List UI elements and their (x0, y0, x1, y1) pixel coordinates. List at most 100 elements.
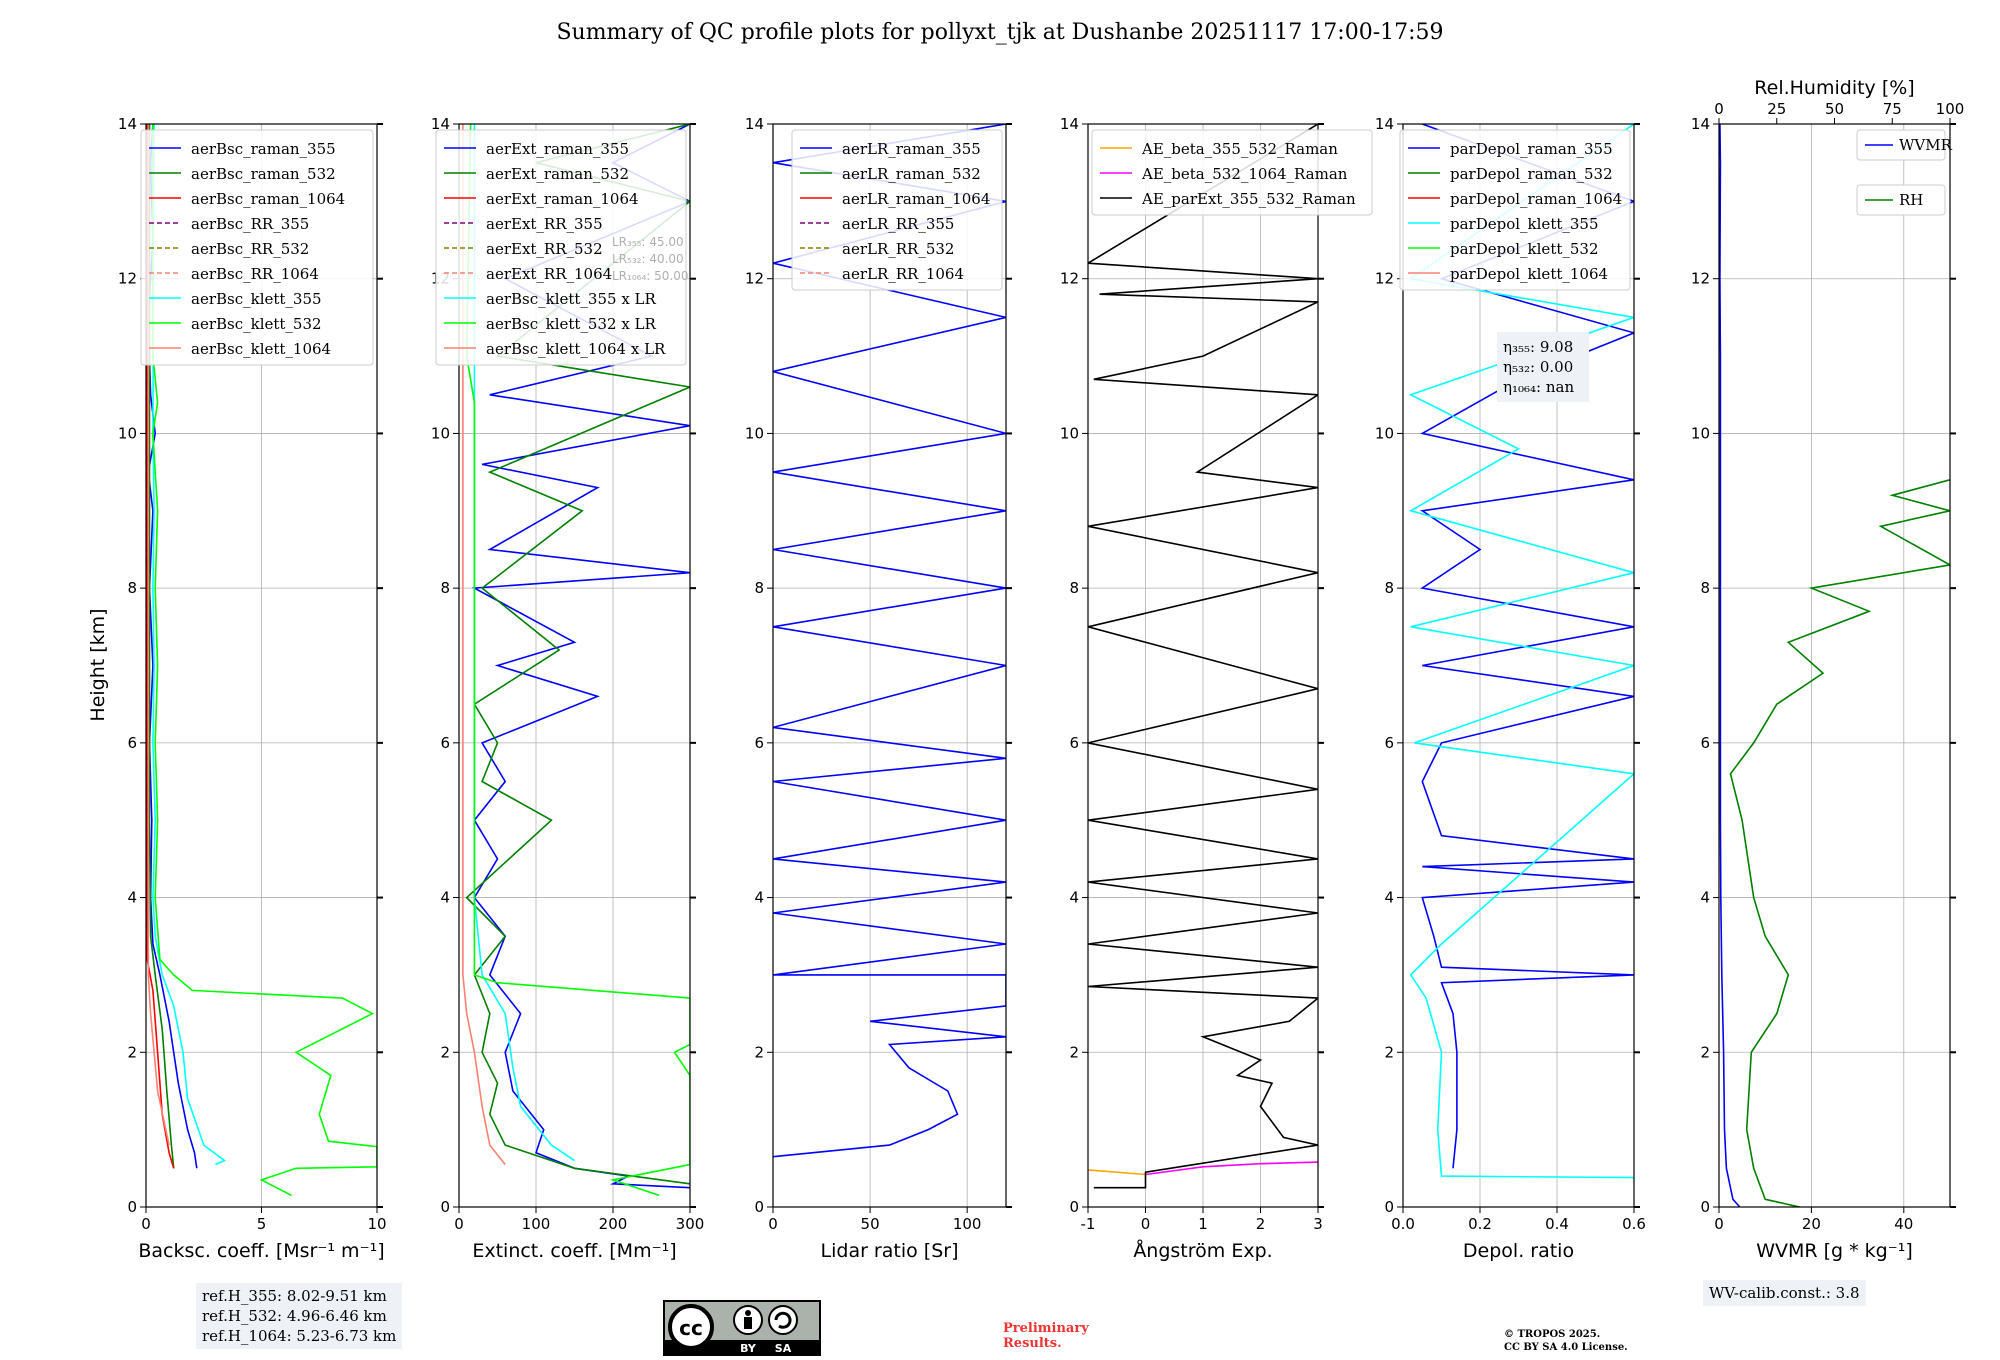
panel-depol: 0.0 0.2 0.4 0.6 0 2 4 6 8 10 12 14 Depol. ratio parDe… (1375, 115, 1646, 1262)
x-axis-label: WVMR [g * kg⁻¹] (1756, 1240, 1913, 1262)
y-tick-label: 0 (754, 1198, 764, 1216)
x-tick-label: 0.0 (1391, 1215, 1415, 1233)
y-tick-label: 8 (1069, 579, 1079, 597)
series-line-RH (1729, 479, 1950, 1207)
series-line-aerBsc_klett_532 x LR (465, 124, 690, 1197)
x-tick-label: 0.4 (1545, 1215, 1569, 1233)
series-line-AE_parExt_355_532_Raman (1088, 124, 1318, 1189)
y-tick-label: 12 (1691, 270, 1710, 288)
x-axis-label: Extinct. coeff. [Mm⁻¹] (472, 1240, 676, 1262)
y-tick-label: 8 (440, 579, 450, 597)
lr-annotation-line: LR₅₃₂: 40.00 (612, 252, 684, 266)
y-tick-label: 4 (754, 889, 764, 907)
legend-label: aerExt_RR_1064 (486, 265, 612, 283)
preliminary-line-1: Preliminary (1003, 1321, 1089, 1336)
ref-height-355: ref.H_355: 8.02-9.51 km (202, 1287, 387, 1305)
y-tick-label: 6 (754, 734, 764, 752)
legend-box (140, 129, 374, 366)
legend-label: aerBsc_klett_532 (191, 315, 322, 333)
x-axis-label: Backsc. coeff. [Msr⁻¹ m⁻¹] (138, 1240, 384, 1262)
y-tick-label: 0 (1384, 1198, 1394, 1216)
eta-annotation-line: η₅₃₂: 0.00 (1503, 358, 1573, 376)
series-line-aerLR_raman_355 (773, 124, 1006, 1158)
y-tick-label: 4 (127, 889, 137, 907)
x-axis-label: Lidar ratio [Sr] (821, 1240, 959, 1262)
series-line-aerBsc_klett_355 (152, 124, 227, 1166)
legend: aerExt_raman_355 aerExt_raman_532 aerExt_r… (435, 129, 687, 366)
panel-backscatter: 0 5 10 0 2 4 6 8 10 12 14 Backsc. coeff. [Msr⁻¹ m⁻¹… (118, 115, 387, 1262)
x2-axis-label: Rel.Humidity [%] (1754, 77, 1914, 99)
axes-frame (458, 123, 691, 1208)
legend-label: aerBsc_klett_1064 (191, 340, 331, 358)
y-tick-label: 10 (1691, 424, 1710, 442)
y-axis-label: Height [km] (87, 608, 109, 721)
panel-wvmr_rh: 0 20 40 0 2 4 6 8 10 12 14 WVMR [g * kg⁻¹] 0 25 50 75 10… (1691, 77, 1964, 1262)
axes-frame (1402, 123, 1635, 1208)
legend-label: aerLR_raman_532 (842, 165, 981, 183)
x-axis-label: Depol. ratio (1463, 1240, 1574, 1262)
y-tick-label: 14 (1060, 115, 1079, 133)
y-tick-label: 14 (118, 115, 137, 133)
copyright-line-1: © TROPOS 2025. (1504, 1329, 1601, 1340)
series-line-AE_beta_355_532_Raman (1088, 1169, 1146, 1176)
legend-label: AE_parExt_355_532_Raman (1141, 190, 1356, 208)
x-tick-label: 50 (861, 1215, 880, 1233)
legend-label: aerBsc_RR_1064 (191, 265, 319, 283)
legend: AE_beta_355_532_Raman AE_beta_532_1064_Ra… (1091, 129, 1373, 216)
y-tick-label: 10 (118, 424, 137, 442)
legend-label: parDepol_raman_532 (1450, 165, 1613, 183)
x-tick-label: 10 (367, 1215, 386, 1233)
legend-label: aerLR_raman_1064 (842, 190, 990, 208)
y-tick-label: 0 (440, 1198, 450, 1216)
y-tick-label: 14 (1691, 115, 1710, 133)
series-line-aerBsc_klett_532 (152, 124, 377, 1197)
legend-label: AE_beta_532_1064_Raman (1141, 165, 1348, 183)
legend-label: aerBsc_raman_355 (191, 140, 336, 158)
x2-tick-label: 100 (1936, 100, 1965, 118)
y-tick-label: 8 (127, 579, 137, 597)
axes-frame (772, 123, 1007, 1208)
series-line-WVMR (1719, 124, 1741, 1207)
series-line-aerBsc_klett_1064 x LR (462, 124, 506, 1165)
y-tick-label: 2 (754, 1043, 764, 1061)
y-tick-label: 6 (440, 734, 450, 752)
cc-license-icon: cc BY SA (663, 1300, 821, 1356)
series-line-aerBsc_klett_1064 (147, 124, 170, 1146)
x-tick-label: -1 (1081, 1215, 1096, 1233)
cc-logo-text: cc (679, 1316, 703, 1340)
legend-box (1856, 129, 1946, 161)
panel-extinction: 010020030002468101214Extinct. coeff. [Mm… (431, 115, 704, 1262)
legend-label: aerLR_RR_355 (842, 215, 954, 233)
x-tick-label: 200 (599, 1215, 628, 1233)
lr-annotation-line: LR₁₀₆₄: 50.00 (612, 269, 688, 283)
legend: aerBsc_raman_355 aerBsc_raman_532 aerBsc_r… (140, 129, 374, 366)
legend-box (1399, 129, 1631, 291)
y-tick-label: 10 (1375, 424, 1394, 442)
x2-tick-label: 0 (1714, 100, 1724, 118)
series-line-aerBsc_raman_1064 (146, 124, 175, 1169)
wv-calib-box: WV-calib.const.: 3.8 (1703, 1280, 1866, 1306)
y-tick-label: 6 (1700, 734, 1710, 752)
x-tick-label: 3 (1313, 1215, 1323, 1233)
legend-box (1091, 129, 1373, 216)
ref-heights-box: ref.H_355: 8.02-9.51 km ref.H_532: 4.96-… (196, 1283, 403, 1349)
series-line-aerExt_raman_532 (465, 124, 690, 1185)
y-tick-label: 12 (118, 270, 137, 288)
preliminary-note: Preliminary Results. (1003, 1321, 1089, 1351)
legend-label: aerBsc_raman_1064 (191, 190, 345, 208)
legend-label: AE_beta_355_532_Raman (1141, 140, 1338, 158)
series-line-aerExt_raman_355 (471, 124, 690, 1189)
y-tick-label: 8 (1700, 579, 1710, 597)
ref-height-532: ref.H_532: 4.96-6.46 km (202, 1307, 387, 1325)
x2-tick-label: 25 (1767, 100, 1786, 118)
lr-annotation: LR₃₅₅: 45.00 LR₅₃₂: 40.00 LR₁₀₆₄: 50.00 (612, 235, 688, 283)
legend-label: parDepol_raman_1064 (1450, 190, 1622, 208)
x-tick-label: 0 (141, 1215, 151, 1233)
figure-title: Summary of QC profile plots for pollyxt_… (556, 20, 1444, 45)
y-tick-label: 2 (1700, 1043, 1710, 1061)
y-tick-label: 4 (1700, 889, 1710, 907)
x-tick-label: 40 (1894, 1215, 1913, 1233)
eta-annotation: η₃₅₅: 9.08 η₅₃₂: 0.00 η₁₀₆₄: nan (1497, 332, 1589, 402)
y-tick-label: 10 (745, 424, 764, 442)
